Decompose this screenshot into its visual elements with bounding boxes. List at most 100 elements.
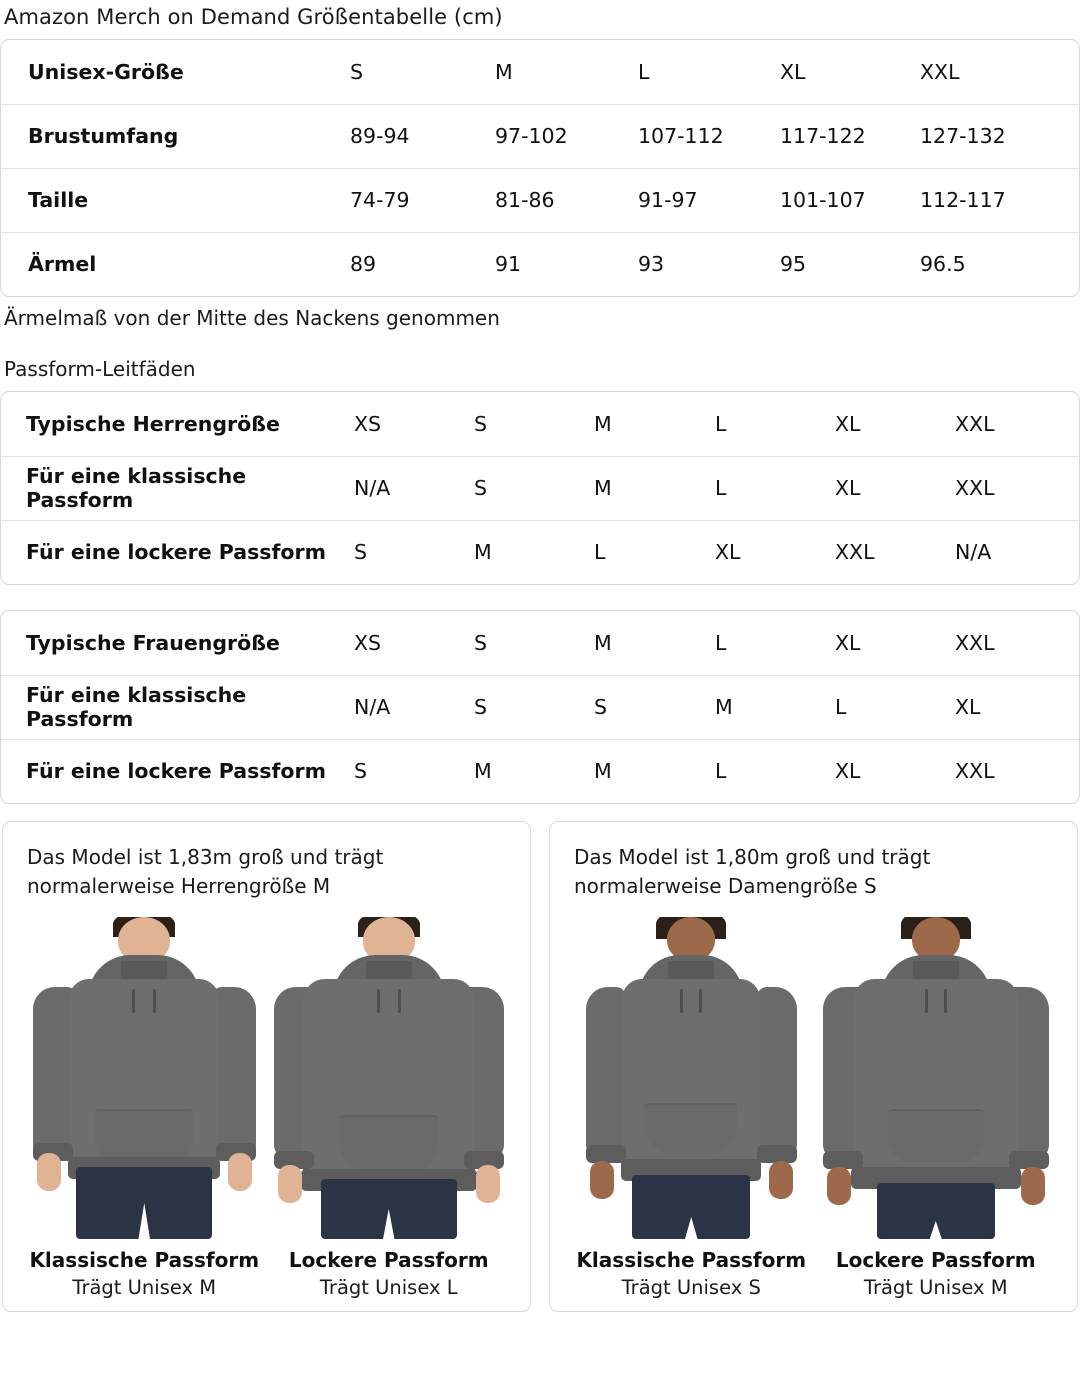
- model-photo-mens-classic: [27, 917, 262, 1239]
- cell-value: 107-112: [637, 103, 779, 168]
- cell-value: M: [473, 519, 593, 584]
- cell-value: 74-79: [349, 167, 494, 232]
- cell-value: XL: [835, 411, 861, 436]
- womens-fit-table: Typische Frauengröße XS S M L XL XXL Für…: [1, 611, 1079, 803]
- model-cards-row: Das Model ist 1,83m groß und trägt norma…: [0, 821, 1080, 1312]
- cell-value: XL: [954, 674, 1079, 739]
- sleeve-left-shape: [586, 987, 626, 1159]
- cell-value: S: [474, 630, 488, 655]
- cell-value: L: [593, 519, 714, 584]
- cell-value: M: [594, 630, 612, 655]
- cell-value: XL: [834, 455, 954, 520]
- cell-value: M: [593, 738, 714, 803]
- table-row: Ärmel 89 91 93 95 96.5: [1, 231, 1079, 296]
- cell-value: XL: [714, 519, 834, 584]
- hand-right-shape: [476, 1165, 500, 1203]
- cell-value: 93: [637, 231, 779, 296]
- row-label: Ärmel: [1, 231, 349, 296]
- drawstring-right-shape: [397, 989, 401, 1013]
- table-row: Für eine klassische Passform N/A S S M L…: [1, 674, 1079, 739]
- cell-value: M: [714, 674, 834, 739]
- cell-value: XS: [354, 411, 382, 436]
- sleeve-measurement-note: Ärmelmaß von der Mitte des Nackens genom…: [4, 306, 500, 330]
- cell-value: 97-102: [494, 103, 637, 168]
- table-row: Typische Frauengröße XS S M L XL XXL: [1, 611, 1079, 675]
- wears-label: Trägt Unisex L: [319, 1276, 458, 1299]
- drawstring-right-shape: [943, 989, 947, 1013]
- table-row: Typische Herrengröße XS S M L XL XXL: [1, 392, 1079, 456]
- hand-left-shape: [826, 1167, 851, 1205]
- fit-label: Klassische Passform: [29, 1248, 260, 1272]
- model-description: Das Model ist 1,83m groß und trägt norma…: [27, 845, 384, 898]
- cell-value: XS: [354, 630, 382, 655]
- row-label: Für eine klassische Passform: [1, 674, 353, 739]
- row-label: Unisex-Größe: [28, 59, 184, 84]
- cell-value: XXL: [954, 455, 1079, 520]
- model-figure-loose: Lockere Passform Trägt Unisex M: [818, 917, 1053, 1299]
- drawstring-right-shape: [699, 989, 703, 1013]
- cell-value: S: [473, 674, 593, 739]
- row-label: Für eine klassische Passform: [1, 455, 353, 520]
- fit-label: Lockere Passform: [835, 1248, 1036, 1272]
- page-title: Amazon Merch on Demand Größentabelle (cm…: [4, 5, 503, 29]
- cell-value: XXL: [954, 738, 1079, 803]
- cell-value: XL: [835, 630, 861, 655]
- cell-value: 112-117: [919, 167, 1079, 232]
- model-figure-classic: Klassische Passform Trägt Unisex S: [574, 917, 809, 1299]
- measurement-table: Unisex-Größe S M L XL XXL Brustumfang 89…: [1, 40, 1079, 296]
- kangaroo-pocket-shape: [645, 1103, 738, 1153]
- cuff-left-shape: [822, 1151, 863, 1169]
- hand-right-shape: [768, 1161, 793, 1199]
- model-figures: Klassische Passform Trägt Unisex S: [574, 917, 1053, 1299]
- cell-value: L: [715, 411, 727, 436]
- cuff-right-shape: [1009, 1151, 1049, 1169]
- row-label: Taille: [1, 167, 349, 232]
- row-label: Für eine lockere Passform: [1, 519, 353, 584]
- table-row: Brustumfang 89-94 97-102 107-112 117-122…: [1, 103, 1079, 168]
- cuff-right-shape: [756, 1145, 797, 1163]
- sleeve-right-shape: [756, 987, 797, 1159]
- cell-value: XXL: [955, 411, 995, 436]
- model-description: Das Model ist 1,80m groß und trägt norma…: [574, 845, 931, 898]
- kangaroo-pocket-shape: [887, 1109, 984, 1163]
- hand-left-shape: [590, 1161, 614, 1199]
- row-label: Typische Herrengröße: [26, 411, 280, 436]
- model-photo-womens-classic: [574, 917, 809, 1239]
- cuff-left-shape: [586, 1145, 626, 1163]
- kangaroo-pocket-shape: [95, 1109, 194, 1165]
- row-label: Typische Frauengröße: [26, 630, 280, 655]
- cuff-left-shape: [273, 1151, 314, 1169]
- cell-value: S: [350, 59, 364, 84]
- cell-value: 89: [349, 231, 494, 296]
- model-figures: Klassische Passform Trägt Unisex M: [27, 917, 506, 1299]
- cell-value: S: [593, 674, 714, 739]
- table-row: Für eine lockere Passform S M M L XL XXL: [1, 738, 1079, 803]
- cell-value: L: [638, 59, 650, 84]
- cell-value: 91-97: [637, 167, 779, 232]
- model-figure-classic: Klassische Passform Trägt Unisex M: [27, 917, 262, 1299]
- cell-value: S: [353, 738, 473, 803]
- row-label: Brustumfang: [1, 103, 349, 168]
- drawstring-left-shape: [924, 989, 928, 1013]
- drawstring-right-shape: [153, 989, 157, 1013]
- cell-value: M: [593, 455, 714, 520]
- hand-right-shape: [227, 1153, 252, 1191]
- cell-value: XL: [834, 738, 954, 803]
- table-row: Für eine lockere Passform S M L XL XXL N…: [1, 519, 1079, 584]
- hand-right-shape: [1021, 1167, 1045, 1205]
- cell-value: M: [594, 411, 612, 436]
- cell-value: M: [495, 59, 513, 84]
- model-photo-mens-loose: [271, 917, 506, 1239]
- mens-fit-table: Typische Herrengröße XS S M L XL XXL Für…: [1, 392, 1079, 584]
- fit-label: Lockere Passform: [288, 1248, 489, 1272]
- cell-value: N/A: [954, 519, 1079, 584]
- cell-value: 127-132: [919, 103, 1079, 168]
- table-spacer: [0, 585, 1080, 600]
- cell-value: 81-86: [494, 167, 637, 232]
- cell-value: XXL: [834, 519, 954, 584]
- cell-value: 89-94: [349, 103, 494, 168]
- model-card-womens: Das Model ist 1,80m groß und trägt norma…: [549, 821, 1078, 1312]
- mens-fit-table-card: Typische Herrengröße XS S M L XL XXL Für…: [0, 391, 1080, 585]
- cell-value: L: [714, 455, 834, 520]
